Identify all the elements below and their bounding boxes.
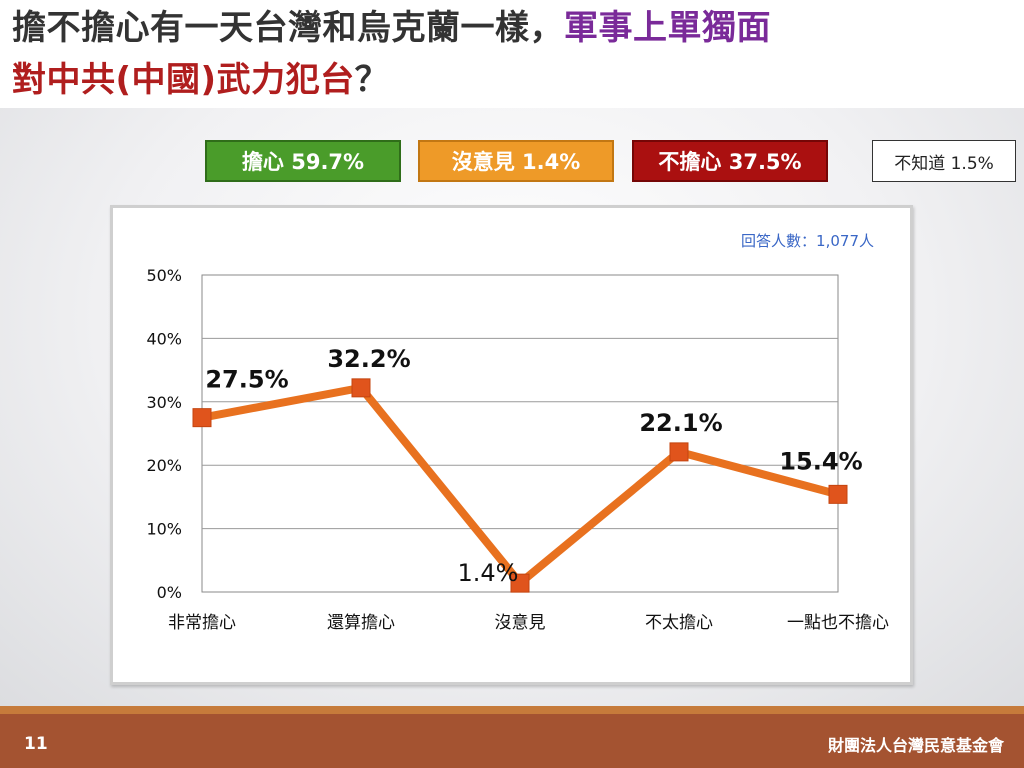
series-line bbox=[201, 383, 840, 589]
summary-worry-box: 擔心 59.7% bbox=[205, 140, 401, 182]
data-label: 32.2% bbox=[327, 345, 410, 373]
y-tick-label: 50% bbox=[146, 266, 182, 285]
x-tick-label: 非常擔心 bbox=[168, 613, 236, 633]
x-tick-label: 還算擔心 bbox=[327, 613, 395, 633]
y-tick-label: 0% bbox=[157, 583, 182, 602]
page-number: 11 bbox=[24, 734, 48, 754]
slide-title: 擔不擔心有一天台灣和烏克蘭一樣，軍事上單獨面 對中共(中國)武力犯台？ bbox=[12, 2, 1012, 106]
summary-unknown-box: 不知道 1.5% bbox=[872, 140, 1016, 182]
data-point bbox=[510, 573, 530, 593]
data-point bbox=[351, 378, 371, 398]
data-point bbox=[828, 484, 848, 504]
y-tick-label: 30% bbox=[146, 393, 182, 412]
summary-not-worry-box: 不擔心 37.5% bbox=[632, 140, 828, 182]
title-part-1: 擔不擔心有一天台灣和烏克蘭一樣， bbox=[12, 8, 564, 48]
summary-no-opinion-box: 沒意見 1.4% bbox=[418, 140, 614, 182]
y-tick-label: 40% bbox=[146, 329, 182, 348]
data-label: 27.5% bbox=[205, 366, 288, 394]
data-label: 1.4% bbox=[458, 559, 519, 587]
title-part-3: 對中共(中國)武力犯台 bbox=[12, 60, 355, 100]
footer-accent-line bbox=[0, 706, 1024, 714]
data-point bbox=[192, 408, 212, 428]
y-tick-label: 10% bbox=[146, 520, 182, 539]
respondents-count: 回答人數：1,077人 bbox=[741, 232, 874, 250]
line-chart: 0% 10% 20% 30% 40% 50% 非常擔心 還算擔心 沒意見 不太擔心 一點也不擔心 27… bbox=[146, 266, 889, 633]
title-part-2: 軍事上單獨面 bbox=[564, 8, 771, 48]
title-part-4: ？ bbox=[354, 60, 390, 100]
footer-bar: 11 財團法人台灣民意基金會 bbox=[0, 706, 1024, 768]
chart-frame: 回答人數：1,077人 0% 10% 20% 30% 40% 50% 非常擔心 還算擔心 沒意見… bbox=[110, 205, 913, 685]
y-tick-label: 20% bbox=[146, 456, 182, 475]
data-label: 22.1% bbox=[639, 409, 722, 437]
x-tick-label: 一點也不擔心 bbox=[787, 613, 889, 633]
plot-area bbox=[201, 274, 839, 593]
data-label: 15.4% bbox=[779, 447, 862, 475]
organization-name: 財團法人台灣民意基金會 bbox=[827, 736, 1004, 755]
x-tick-label: 沒意見 bbox=[495, 613, 546, 633]
x-tick-label: 不太擔心 bbox=[645, 613, 713, 633]
data-point bbox=[669, 442, 689, 462]
